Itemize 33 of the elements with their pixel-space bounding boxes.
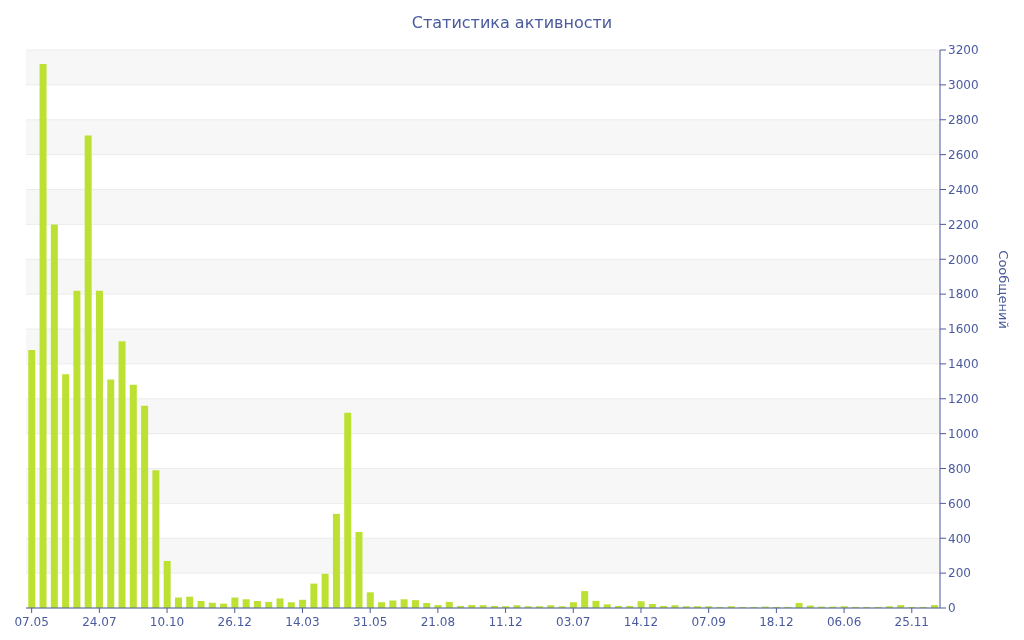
y-tick-label: 400 xyxy=(948,531,971,546)
y-axis-title: Сообщений xyxy=(996,250,1012,329)
x-tick-label: 25.11 xyxy=(894,615,929,629)
x-tick-label: 07.09 xyxy=(691,615,726,629)
y-tick-label: 2200 xyxy=(948,217,979,232)
x-tick-label: 10.10 xyxy=(149,615,185,629)
y-tick-label: 200 xyxy=(948,566,971,581)
y-tick-label: 0 xyxy=(948,601,956,616)
y-tick-label: 2400 xyxy=(948,182,979,197)
x-tick-label: 03.07 xyxy=(556,615,591,629)
x-tick-label: 31.05 xyxy=(352,615,388,629)
y-tick-label: 1400 xyxy=(948,357,979,372)
x-tick-label: 14.12 xyxy=(623,615,659,629)
y-tick-label: 3000 xyxy=(948,78,979,93)
y-tick-label: 3200 xyxy=(948,43,979,58)
x-tick-label: 21.08 xyxy=(420,615,456,629)
y-tick-label: 1000 xyxy=(948,426,979,441)
y-tick-label: 1800 xyxy=(948,287,979,302)
y-tick-label: 2000 xyxy=(948,252,979,267)
y-tick-label: 600 xyxy=(948,496,971,511)
x-tick-label: 06.06 xyxy=(826,615,862,629)
x-tick-label: 07.05 xyxy=(14,615,49,629)
y-tick-label: 2600 xyxy=(948,147,979,162)
x-tick-label: 11.12 xyxy=(488,615,523,629)
x-tick-label: 26.12 xyxy=(217,615,252,629)
y-tick-label: 2800 xyxy=(948,113,979,128)
y-tick-label: 1600 xyxy=(948,322,979,337)
y-tick-label: 1200 xyxy=(948,392,979,407)
y-tick-label: 800 xyxy=(948,461,971,476)
chart-title: Статистика активности xyxy=(410,12,614,34)
x-tick-label: 14.03 xyxy=(285,615,320,629)
x-tick-label: 18.12 xyxy=(759,615,794,629)
x-tick-label: 24.07 xyxy=(82,615,117,629)
